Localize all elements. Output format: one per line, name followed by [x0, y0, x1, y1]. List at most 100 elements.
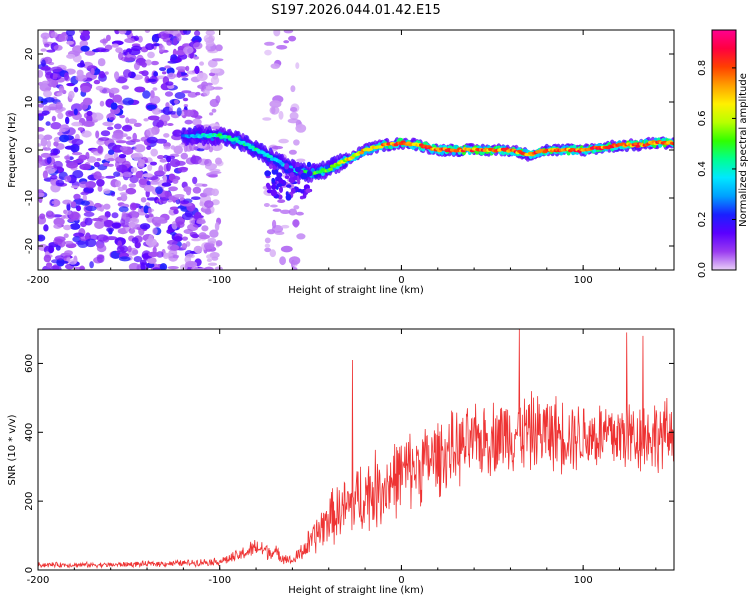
noise-speckle: [152, 87, 158, 91]
noise-speckle: [59, 134, 70, 143]
noise-speckle: [122, 171, 133, 178]
noise-speckle: [118, 154, 127, 159]
ridge-spread: [284, 163, 290, 170]
noise-speckle: [278, 110, 284, 120]
noise-speckle: [53, 238, 63, 245]
noise-speckle: [180, 200, 190, 205]
noise-speckle: [38, 81, 44, 86]
colorbar-frame: [711, 29, 737, 271]
noise-speckle: [143, 205, 149, 214]
noise-speckle: [201, 183, 208, 187]
noise-speckle: [127, 118, 137, 124]
noise-speckle: [194, 65, 200, 75]
noise-speckle: [183, 186, 192, 193]
noise-speckle: [147, 164, 153, 172]
noise-speckle: [115, 47, 123, 53]
noise-speckle: [185, 253, 195, 259]
ridge-spread: [271, 183, 277, 191]
noise-speckle: [125, 117, 130, 124]
noise-speckle: [292, 219, 300, 227]
noise-speckle: [68, 211, 80, 220]
noise-speckle: [143, 118, 149, 122]
noise-speckle: [124, 38, 136, 43]
noise-speckle: [72, 159, 84, 163]
noise-speckle: [184, 109, 194, 117]
noise-speckle: [280, 224, 290, 229]
noise-speckle: [57, 112, 64, 120]
noise-speckle: [121, 85, 129, 90]
noise-speckle: [288, 35, 297, 42]
ridge-spread: [289, 172, 295, 178]
colorbar: 0.0 0.2 0.4 0.6 0.8 Normalized spectral ampl…: [697, 29, 749, 278]
noise-speckle: [202, 88, 210, 97]
x-tick-label: 0: [398, 575, 404, 586]
noise-speckle: [152, 227, 158, 235]
noise-speckle: [290, 85, 296, 93]
figure-title: S197.2026.044.01.42.E15: [271, 3, 440, 18]
noise-speckle: [264, 247, 272, 253]
noise-speckle: [123, 69, 132, 78]
noise-speckle: [73, 108, 78, 116]
noise-speckle: [119, 114, 125, 119]
noise-speckle: [147, 207, 152, 215]
noise-speckle: [141, 70, 149, 77]
noise-speckle: [71, 121, 83, 127]
noise-speckle: [125, 140, 136, 145]
noise-speckle: [207, 262, 218, 266]
snr-marks: [38, 329, 674, 570]
noise-speckle: [163, 252, 173, 257]
noise-speckle: [131, 45, 142, 52]
noise-speckle: [58, 85, 65, 93]
noise-speckle: [118, 256, 131, 262]
ridge-core: [250, 145, 255, 149]
noise-speckle: [147, 115, 160, 121]
noise-speckle: [46, 156, 52, 164]
noise-speckle: [80, 30, 90, 36]
noise-speckle: [43, 224, 49, 232]
noise-speckle: [191, 238, 202, 242]
noise-speckle: [65, 110, 74, 117]
noise-speckle: [155, 138, 168, 144]
noise-speckle: [128, 262, 140, 270]
noise-speckle: [96, 254, 105, 263]
noise-speckle: [122, 97, 134, 106]
noise-speckle: [66, 30, 75, 37]
noise-speckle: [205, 40, 215, 47]
noise-speckle: [64, 155, 70, 160]
noise-speckle: [115, 180, 121, 188]
noise-speckle: [100, 130, 111, 137]
x-tick-label: -200: [27, 575, 50, 586]
noise-speckle: [118, 52, 124, 61]
noise-speckle: [193, 42, 203, 50]
noise-speckle: [50, 31, 58, 38]
ridge-core: [268, 155, 273, 159]
noise-speckle: [107, 126, 114, 131]
noise-speckle: [134, 35, 139, 42]
noise-speckle: [66, 53, 76, 59]
ridge-spread: [286, 184, 292, 188]
spectrogram-xlabel: Height of straight line (km): [288, 285, 424, 296]
noise-speckle: [189, 143, 196, 151]
noise-speckle: [156, 251, 164, 258]
noise-speckle: [137, 159, 146, 167]
noise-speckle: [82, 97, 93, 106]
noise-speckle: [38, 236, 43, 240]
y-tick-label: 20: [24, 48, 35, 61]
noise-speckle: [95, 130, 100, 139]
noise-speckle: [114, 123, 122, 130]
noise-speckle: [105, 34, 111, 42]
noise-speckle: [137, 35, 143, 43]
noise-speckle: [119, 192, 128, 196]
noise-speckle: [161, 182, 172, 187]
noise-speckle: [56, 92, 63, 96]
noise-speckle: [129, 202, 137, 211]
noise-speckle: [164, 190, 169, 197]
noise-speckle: [176, 71, 182, 78]
noise-speckle: [215, 157, 222, 165]
noise-speckle: [64, 250, 73, 256]
noise-speckle: [146, 127, 156, 137]
ridge-spread: [295, 161, 301, 168]
noise-speckle: [70, 201, 77, 208]
noise-speckle: [206, 82, 213, 86]
